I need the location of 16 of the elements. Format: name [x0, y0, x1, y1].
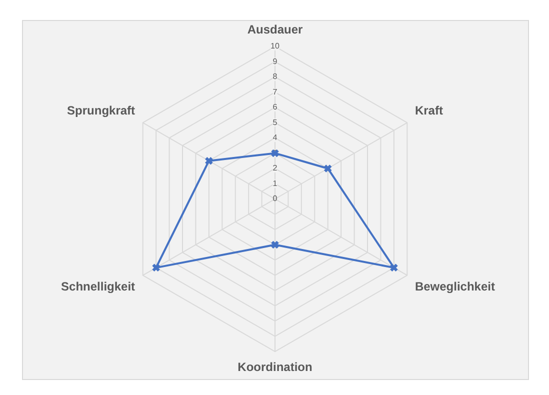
- spoke-label: Schnelligkeit: [61, 279, 136, 294]
- spoke-label: Beweglichkeit: [414, 279, 495, 294]
- y-tick-label: 7: [272, 87, 278, 96]
- y-tick-label: 6: [272, 102, 278, 112]
- y-tick-label: 1: [272, 178, 278, 188]
- spoke-label: Ausdauer: [247, 22, 303, 37]
- spoke-label: Koordination: [238, 360, 312, 374]
- y-tick-label: 9: [272, 56, 278, 66]
- spoke-label: Kraft: [414, 103, 443, 118]
- y-tick-label: 8: [272, 72, 278, 82]
- y-tick-label: 10: [270, 42, 280, 51]
- y-tick-label: 4: [272, 133, 278, 142]
- y-tick-label: 5: [272, 118, 278, 127]
- y-tick-label: 2: [272, 164, 278, 173]
- y-tick-label: 0: [272, 194, 278, 204]
- spoke-label: Sprungkraft: [67, 103, 136, 118]
